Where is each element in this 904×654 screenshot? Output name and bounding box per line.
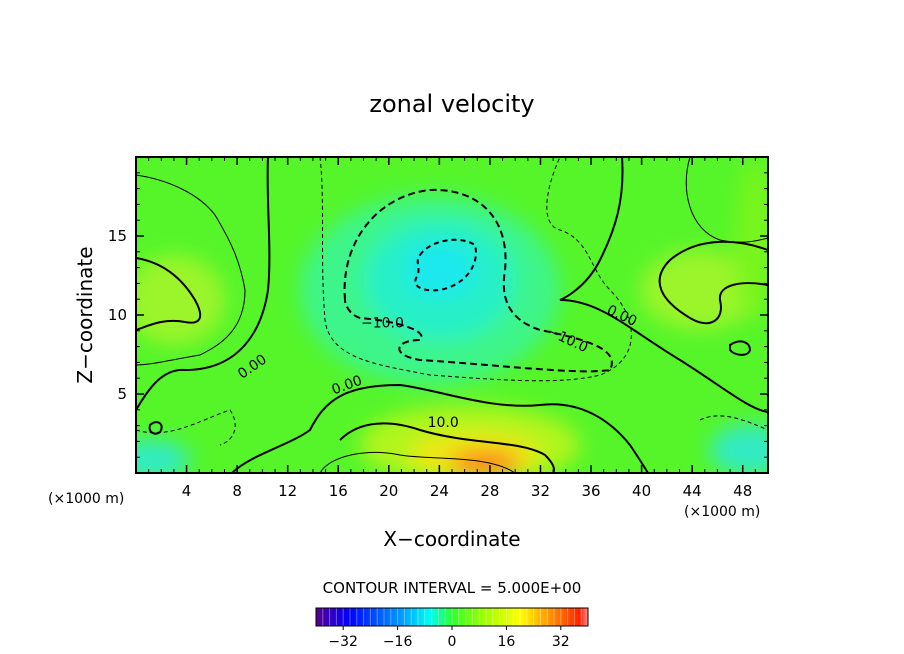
field-region-bottom-left-cyan: [136, 440, 190, 473]
chart-title: zonal velocity: [369, 90, 534, 118]
x-tick-label: 12: [278, 482, 297, 500]
field-region-right-positive: [640, 250, 760, 330]
field-region-bottom-right-cyan: [710, 425, 768, 473]
contour-neg-ten-outer: [343, 188, 613, 373]
x-tick-label: 28: [480, 482, 499, 500]
x-tick-label: 8: [232, 482, 242, 500]
x-tick-label: 48: [733, 482, 752, 500]
x-tick-label: 44: [683, 482, 702, 500]
contour-zero-right-lobe: [658, 240, 768, 325]
colorbar-tick-label: −32: [328, 634, 358, 650]
colorbar-ticks: −32 −16 0 16 32: [328, 626, 570, 650]
contour-zero-left: [136, 157, 271, 411]
contour-neg-five-c: [699, 415, 768, 431]
colorbar-gradient: [316, 608, 588, 626]
contour-zero-bottom: [231, 383, 649, 473]
colorbar-tick-label: −16: [383, 634, 413, 650]
field-region-right-strip: [735, 160, 768, 320]
colorbar-tick-label: 0: [448, 634, 457, 650]
colorbar: −32 −16 0 16 32: [315, 607, 589, 650]
x-tick-label: 16: [329, 482, 348, 500]
x-unit-left: (×1000 m): [48, 491, 124, 507]
colorbar-divisions: [322, 608, 582, 626]
contour-neg-five-a: [319, 157, 632, 382]
contour-label: 10.0: [428, 415, 459, 431]
contour-zero-right: [559, 157, 768, 413]
colorbar-tick-label: 32: [552, 634, 570, 650]
y-tick-label: 10: [108, 306, 127, 324]
contour-label: −10.0: [361, 316, 404, 332]
y-tick-label: 15: [108, 227, 127, 245]
contour-five-thin-b: [685, 157, 768, 243]
x-axis-label: X−coordinate: [383, 527, 520, 551]
contour-neg-five-b: [136, 409, 236, 446]
contour-zero-left-bulge: [136, 257, 202, 331]
x-axis-ticks: 4 8 12 16 20 24 28 32 36 40 44 48: [148, 157, 756, 500]
x-tick-label: 36: [581, 482, 600, 500]
contour-ten-jet-small: [148, 421, 163, 435]
contour-ten-jet: [339, 422, 555, 473]
y-axis-ticks: 5 10 15: [108, 172, 768, 458]
contour-lines: [136, 157, 768, 473]
heatmap-field: [136, 157, 768, 473]
y-axis-label: Z−coordinate: [73, 246, 97, 383]
contour-five-thin-a: [136, 174, 246, 366]
field-region-left-positive: [136, 255, 225, 345]
x-tick-label: 32: [531, 482, 550, 500]
contour-interval-text: CONTOUR INTERVAL = 5.000E+00: [323, 579, 582, 597]
x-tick-label: 20: [379, 482, 398, 500]
contour-zero-small-loop: [729, 340, 752, 356]
x-tick-label: 4: [182, 482, 192, 500]
colorbar-tick-label: 16: [497, 634, 515, 650]
field-region-jet-core: [450, 451, 520, 473]
field-region-negative-center: [405, 242, 475, 298]
x-tick-label: 24: [430, 482, 449, 500]
y-tick-label: 5: [117, 385, 127, 403]
x-unit-right: (×1000 m): [684, 504, 760, 520]
contour-neg-fifteen-inner: [414, 238, 477, 292]
x-tick-label: 40: [632, 482, 651, 500]
